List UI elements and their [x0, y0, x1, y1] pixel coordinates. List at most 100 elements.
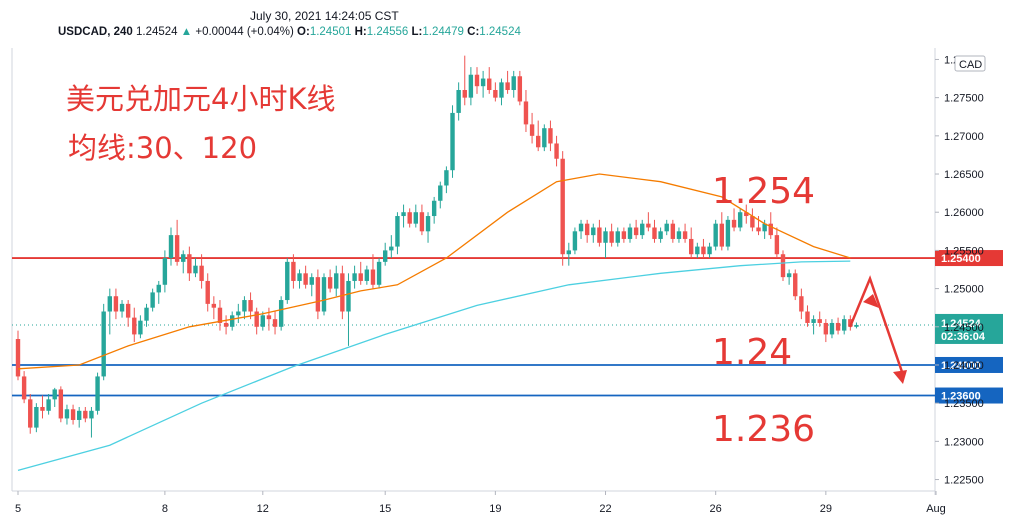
x-tick-label: 29: [820, 503, 832, 515]
x-tick-label: 12: [257, 503, 269, 515]
candle-body: [407, 212, 412, 224]
up-triangle-icon: ▲: [180, 26, 193, 38]
candle-body: [278, 300, 284, 327]
candle-body: [793, 273, 798, 297]
y-tick-label: 1.24500: [944, 322, 984, 334]
candle-body: [756, 227, 761, 232]
drawn-arrows: [848, 275, 907, 384]
header-timestamp: July 30, 2021 14:24:05 CST: [250, 9, 399, 23]
x-tick-label: 19: [489, 503, 501, 515]
candle-body: [584, 223, 590, 236]
candle-body: [695, 246, 700, 255]
candle-body: [395, 216, 400, 247]
x-tick-label: 15: [379, 503, 391, 515]
low-label: L:: [411, 26, 423, 38]
countdown-label: 02:36:04: [941, 331, 986, 343]
candle-body: [364, 269, 370, 281]
x-tick-label: Aug: [926, 503, 946, 515]
candle-body: [682, 231, 688, 239]
candle-body: [89, 410, 94, 419]
candle-body: [95, 376, 100, 411]
candle-body: [70, 409, 76, 420]
candle-body: [352, 273, 357, 281]
candle-body: [762, 223, 767, 232]
candle-body: [34, 406, 39, 428]
candle-body: [315, 277, 321, 312]
candle-body: [560, 158, 565, 255]
open-value: 1.24501: [309, 26, 352, 38]
candle-body: [340, 273, 345, 312]
candle-body: [383, 250, 388, 262]
candle-body: [731, 219, 737, 228]
candle-body: [150, 292, 155, 308]
candle-body: [823, 322, 829, 335]
symbol-label[interactable]: USDCAD, 240: [58, 26, 133, 38]
candle-body: [376, 261, 382, 285]
arrow-head-up: [863, 294, 879, 308]
candle-body: [829, 322, 835, 335]
y-tick-label: 1.27000: [944, 131, 984, 143]
candle-body: [181, 254, 186, 262]
ma120-line: [17, 260, 851, 472]
y-tick-label: 1.23500: [944, 398, 984, 410]
candle-body: [474, 74, 480, 87]
candle-body: [786, 273, 792, 278]
candle-body: [805, 311, 810, 323]
last-price-label: 1.24524: [941, 318, 982, 330]
candle-body: [780, 254, 786, 278]
candle-body: [138, 320, 143, 335]
candle-body: [854, 324, 859, 327]
candle-body: [493, 90, 498, 98]
level-price-label: 1.24000: [941, 360, 981, 372]
y-tick-label: 1.27500: [944, 93, 984, 105]
candle-body: [272, 319, 278, 327]
candle-body: [468, 74, 474, 98]
level-price-tag: [935, 250, 1003, 267]
candle-body: [578, 223, 584, 232]
level-price-label: 1.23600: [941, 391, 981, 403]
candle-body: [193, 265, 198, 274]
low-value: 1.24479: [422, 26, 464, 38]
candle-body: [597, 227, 602, 243]
candle-body: [609, 231, 614, 243]
candle-body: [28, 399, 33, 428]
candle-body: [223, 322, 229, 327]
candle-body: [529, 124, 535, 136]
candle-body: [358, 273, 363, 281]
candle-body: [389, 246, 394, 251]
annotation-title: 美元兑加元4小时K线: [66, 82, 335, 116]
candle-body: [119, 303, 125, 312]
candle-body: [487, 78, 492, 91]
last-price-tag: [935, 313, 1003, 344]
candle-body: [419, 212, 425, 232]
arrow-head-down: [893, 370, 907, 384]
candle-body: [15, 339, 21, 377]
candle-body: [480, 78, 486, 87]
candle-body: [413, 212, 418, 224]
candle-body: [627, 227, 633, 239]
price-axis[interactable]: 1.280001.275001.270001.265001.260001.255…: [935, 54, 986, 487]
candle-body: [536, 135, 541, 148]
candle-body: [346, 280, 351, 312]
candle-body: [401, 212, 406, 217]
candle-body: [425, 216, 431, 232]
candle-body: [113, 296, 119, 312]
candle-body: [321, 277, 327, 312]
time-axis[interactable]: 5 8 12 15 19 22 26 29 Aug: [15, 491, 946, 515]
candle-body: [621, 231, 627, 239]
candle-body: [517, 76, 523, 102]
candle-body: [640, 223, 645, 236]
candle-body: [64, 409, 70, 419]
candle-body: [456, 90, 461, 113]
y-tick-label: 1.25000: [944, 284, 984, 296]
candle-body: [444, 170, 449, 186]
candle-body: [499, 82, 504, 98]
annotation-level-1: 1.254: [712, 171, 815, 212]
candle-body: [817, 319, 822, 323]
candle-body: [713, 223, 718, 247]
level-price-tag: [935, 356, 1003, 373]
candle-body: [162, 258, 168, 285]
